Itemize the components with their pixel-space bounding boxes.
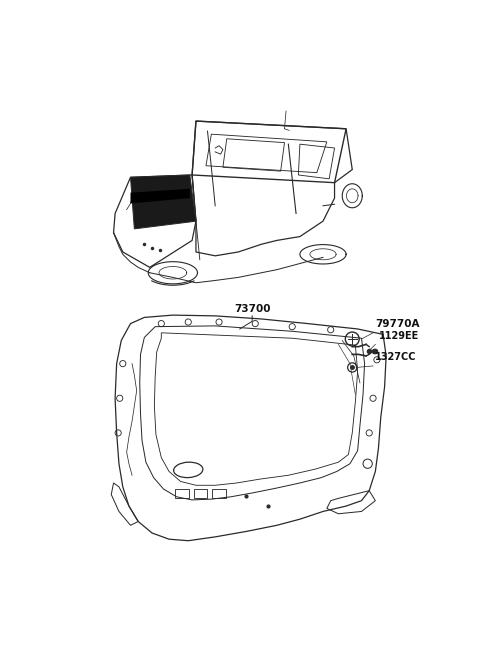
Polygon shape <box>131 189 190 203</box>
Text: 73700: 73700 <box>234 304 270 314</box>
Polygon shape <box>131 175 196 229</box>
Text: 79770A: 79770A <box>375 319 420 329</box>
Text: 1129EE: 1129EE <box>378 331 419 340</box>
Bar <box>212 489 226 499</box>
Bar <box>193 489 207 499</box>
Text: 1327CC: 1327CC <box>375 352 417 362</box>
Bar <box>175 489 189 499</box>
